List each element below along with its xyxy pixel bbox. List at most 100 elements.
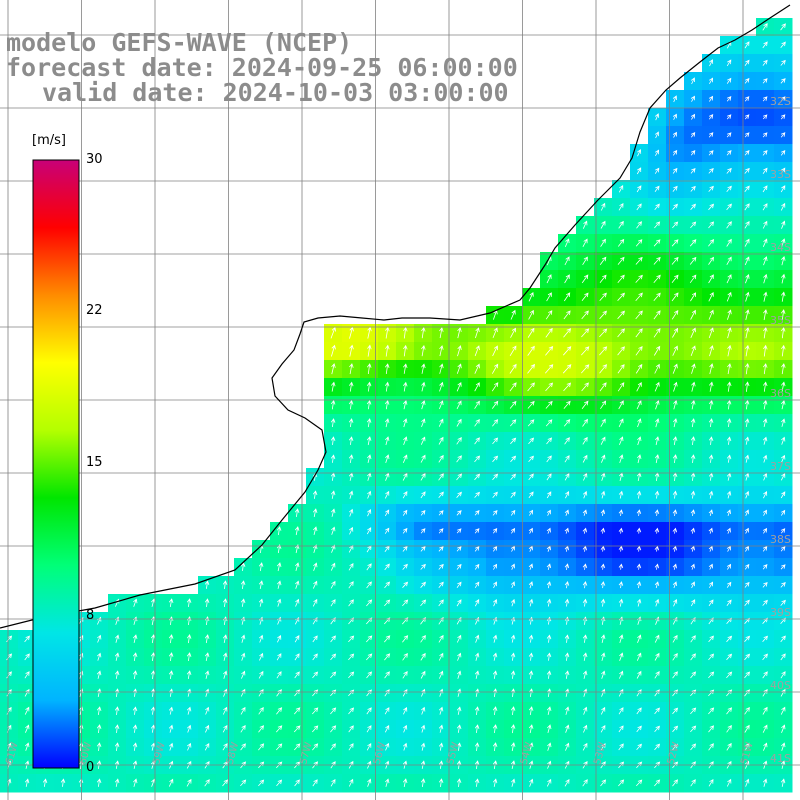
wind-arrow xyxy=(348,653,355,661)
wind-arrow xyxy=(42,778,48,787)
wind-arrow xyxy=(744,581,750,588)
wind-arrow xyxy=(366,399,372,410)
wind-arrow xyxy=(690,707,697,715)
wind-arrow xyxy=(385,344,390,357)
wind-arrow xyxy=(420,635,426,643)
wind-arrow xyxy=(762,381,768,392)
wind-arrow xyxy=(385,436,390,446)
wind-arrow xyxy=(186,652,192,662)
wind-arrow xyxy=(599,382,607,392)
wind-arrow xyxy=(258,562,264,572)
wind-arrow xyxy=(781,255,786,266)
wind-arrow xyxy=(402,363,408,374)
wind-arrow xyxy=(708,95,714,102)
wind-arrow xyxy=(456,563,462,570)
wind-arrow xyxy=(456,363,462,374)
wind-arrow xyxy=(690,527,696,534)
wind-arrow xyxy=(510,545,515,552)
wind-arrow xyxy=(528,652,534,661)
wind-arrow xyxy=(635,256,643,265)
wind-arrow xyxy=(258,779,265,787)
wind-arrow xyxy=(762,203,768,211)
wind-arrow xyxy=(780,132,786,138)
wind-arrow xyxy=(637,454,642,464)
wind-arrow xyxy=(421,344,426,357)
wind-arrow xyxy=(6,653,13,661)
wind-arrow xyxy=(582,779,588,787)
wind-arrow xyxy=(708,59,714,67)
wind-arrow xyxy=(546,274,552,284)
wind-arrow xyxy=(438,599,444,607)
wind-arrow xyxy=(636,527,642,534)
wind-arrow xyxy=(492,419,499,427)
wind-arrow xyxy=(510,598,516,607)
wind-arrow xyxy=(456,706,462,715)
wind-arrow xyxy=(744,563,750,570)
wind-arrow xyxy=(762,564,768,570)
wind-arrow xyxy=(527,382,535,392)
wind-arrow xyxy=(474,491,480,498)
wind-arrow xyxy=(636,598,642,607)
wind-arrow xyxy=(708,203,715,211)
wind-arrow xyxy=(708,653,715,661)
wind-arrow xyxy=(510,309,516,320)
wind-arrow xyxy=(510,527,516,534)
wind-arrow xyxy=(474,581,480,589)
wind-arrow xyxy=(366,381,372,392)
wind-arrow xyxy=(403,326,408,339)
wind-arrow xyxy=(762,22,768,31)
wind-arrow xyxy=(421,326,426,339)
wind-arrow xyxy=(726,689,733,697)
wind-arrow xyxy=(313,562,318,571)
wind-arrow xyxy=(672,545,678,552)
wind-arrow xyxy=(204,742,210,751)
wind-arrow xyxy=(421,400,426,410)
wind-arrow xyxy=(474,363,480,374)
wind-arrow xyxy=(186,670,192,679)
wind-arrow xyxy=(636,400,642,410)
wind-arrow xyxy=(96,706,102,715)
title-block: modelo GEFS-WAVE (NCEP) forecast date: 2… xyxy=(6,30,518,105)
wind-arrow xyxy=(186,634,192,644)
wind-arrow xyxy=(708,563,713,570)
wind-arrow xyxy=(240,562,246,571)
wind-arrow xyxy=(132,652,138,661)
wind-arrow xyxy=(744,472,750,481)
wind-arrow xyxy=(780,653,786,661)
wind-arrow xyxy=(510,327,516,338)
wind-arrow xyxy=(204,779,210,787)
wind-arrow xyxy=(457,345,462,357)
wind-arrow xyxy=(619,670,624,679)
wind-arrow xyxy=(420,509,426,516)
wind-arrow xyxy=(528,455,534,463)
wind-arrow xyxy=(295,580,300,589)
wind-arrow xyxy=(726,527,731,534)
wind-arrow xyxy=(672,671,678,679)
wind-arrow xyxy=(367,344,372,357)
wind-arrow xyxy=(762,114,768,120)
wind-arrow xyxy=(691,363,696,374)
wind-arrow xyxy=(330,689,337,697)
wind-arrow xyxy=(312,725,319,733)
wind-arrow xyxy=(259,634,264,643)
wind-arrow xyxy=(654,167,660,174)
wind-arrow xyxy=(546,455,552,463)
wind-arrow xyxy=(276,689,282,697)
wind-arrow xyxy=(456,742,462,751)
wind-arrow xyxy=(544,364,554,374)
wind-arrow xyxy=(492,581,497,589)
wind-arrow xyxy=(509,345,517,357)
wind-arrow xyxy=(726,707,733,715)
wind-arrow xyxy=(529,742,534,751)
wind-arrow xyxy=(457,670,462,679)
wind-arrow xyxy=(240,743,246,751)
wind-arrow xyxy=(222,779,229,787)
wind-arrow xyxy=(636,779,643,787)
wind-arrow xyxy=(654,131,659,139)
wind-arrow xyxy=(547,742,552,751)
wind-arrow xyxy=(223,652,228,661)
wind-arrow xyxy=(564,563,570,570)
wind-arrow xyxy=(439,345,444,357)
wind-arrow xyxy=(744,742,750,751)
wind-arrow xyxy=(510,742,516,752)
